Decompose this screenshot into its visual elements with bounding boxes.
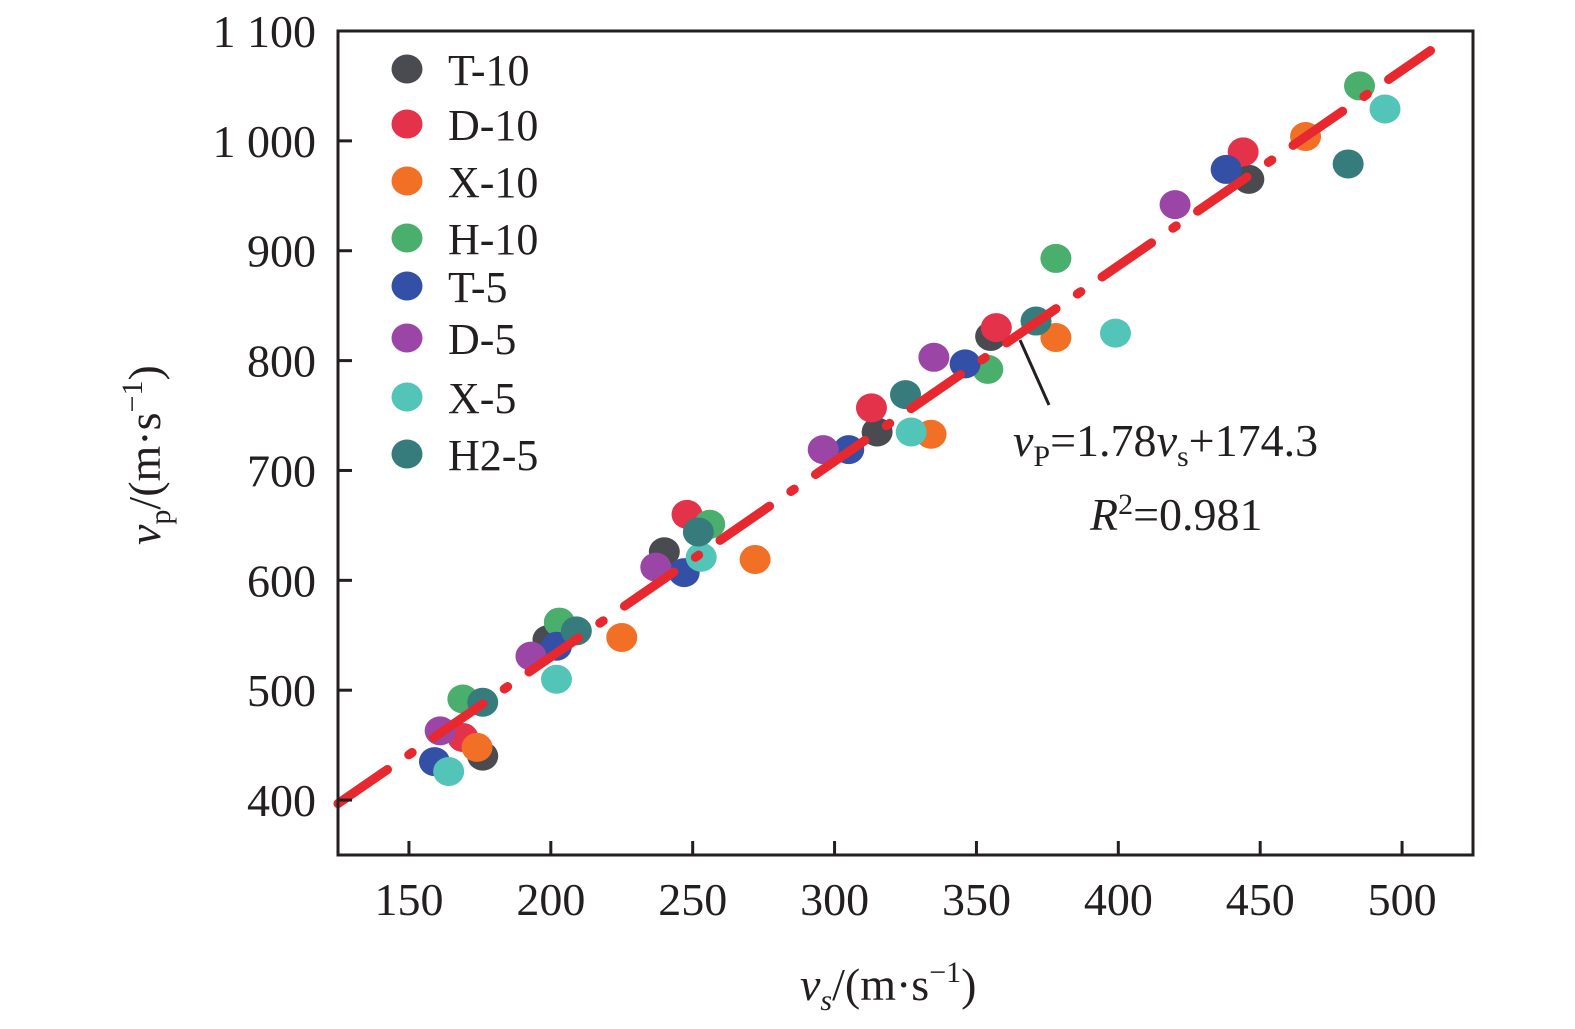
eq-lhs-sub: P — [1033, 440, 1050, 473]
legend-label: T-10 — [448, 46, 530, 95]
data-point — [1332, 149, 1364, 179]
data-point — [807, 435, 839, 465]
fit-equation: vP=1.78vs+174.3 — [1013, 415, 1318, 473]
y-label-close: ) — [119, 365, 170, 380]
x-label-exp: −1 — [929, 956, 961, 989]
legend-marker — [391, 109, 423, 139]
data-point — [606, 622, 638, 652]
series-t-10 — [467, 164, 1265, 771]
r2-value: =0.981 — [1133, 489, 1262, 540]
legend-marker — [391, 166, 423, 196]
y-tick-label: 800 — [247, 336, 316, 387]
x-tick-label: 150 — [374, 874, 443, 925]
data-point — [739, 544, 771, 574]
y-tick-label: 1 000 — [213, 116, 317, 167]
y-label-sub: p — [144, 510, 177, 525]
x-tick-label: 250 — [658, 874, 727, 925]
data-point — [540, 664, 572, 694]
x-tick-label: 350 — [942, 874, 1011, 925]
eq-intercept: +174.3 — [1189, 415, 1318, 466]
data-point — [1210, 154, 1242, 184]
eq-lhs-var: v — [1013, 415, 1034, 466]
series-x-5 — [433, 94, 1401, 787]
x-tick-label: 300 — [800, 874, 869, 925]
data-point — [1099, 318, 1131, 348]
eq-rhs-var: v — [1157, 415, 1178, 466]
y-label-unit: /(m·s — [119, 412, 170, 509]
y-tick-label: 700 — [247, 445, 316, 496]
x-axis-label: vs/(m·s−1) — [800, 956, 976, 1017]
legend-label: X-5 — [448, 374, 516, 423]
legend-marker — [391, 54, 423, 84]
data-points-layer — [333, 46, 1435, 809]
legend-label: D-10 — [448, 101, 538, 150]
y-tick-label: 1 100 — [213, 6, 317, 57]
data-point — [895, 417, 927, 447]
data-point — [1369, 94, 1401, 124]
x-tick-label: 450 — [1226, 874, 1295, 925]
legend-marker — [391, 439, 423, 469]
x-label-unit: /(m·s — [832, 959, 929, 1010]
r-squared: R2=0.981 — [1089, 488, 1263, 540]
r2-exp: 2 — [1118, 488, 1133, 521]
x-tick-label: 200 — [516, 874, 585, 925]
y-axis: 400 500 600 700 800 900 1 000 1 100 — [213, 6, 352, 826]
legend-marker — [391, 223, 423, 253]
eq-coef: =1.78 — [1050, 415, 1156, 466]
legend-label: T-5 — [448, 263, 508, 312]
data-point — [461, 732, 493, 762]
legend: T-10 D-10 X-10 H-10T-5D-5 X-5 H2-5 — [391, 46, 538, 480]
fit-line-overlay — [333, 46, 1435, 809]
data-point — [433, 757, 465, 787]
legend-marker — [391, 271, 423, 301]
y-axis-label: vp/(m·s−1) — [116, 365, 177, 545]
data-point — [855, 393, 887, 423]
x-tick-label: 500 — [1368, 874, 1437, 925]
r2-var: R — [1089, 489, 1118, 540]
data-point — [949, 349, 981, 379]
eq-rhs-sub: s — [1177, 440, 1189, 473]
data-point — [682, 517, 714, 547]
y-tick-label: 600 — [247, 555, 316, 606]
data-point — [1159, 190, 1191, 220]
annotation-leader-line — [1018, 339, 1051, 406]
y-tick-label: 900 — [247, 226, 316, 277]
data-point — [918, 342, 950, 372]
x-axis: 150 200 250 300 350 400 450 500 — [374, 841, 1437, 925]
y-tick-label: 500 — [247, 665, 316, 716]
x-label-close: ) — [961, 959, 976, 1010]
legend-label: X-10 — [448, 158, 538, 207]
y-label-exp: −1 — [116, 381, 149, 413]
y-tick-label: 400 — [247, 775, 316, 826]
data-point — [1040, 243, 1072, 273]
data-point — [1040, 323, 1072, 353]
data-point — [980, 313, 1012, 343]
legend-marker — [391, 323, 423, 353]
data-point — [560, 616, 592, 646]
legend-label: D-5 — [448, 315, 516, 364]
legend-marker — [391, 382, 423, 412]
y-label-var: v — [119, 524, 170, 545]
x-label-var: v — [800, 959, 821, 1010]
legend-label: H2-5 — [448, 431, 538, 480]
plot-frame — [336, 29, 1475, 857]
x-label-sub: s — [820, 984, 832, 1017]
legend-label: H-10 — [448, 215, 538, 264]
x-tick-label: 400 — [1084, 874, 1153, 925]
